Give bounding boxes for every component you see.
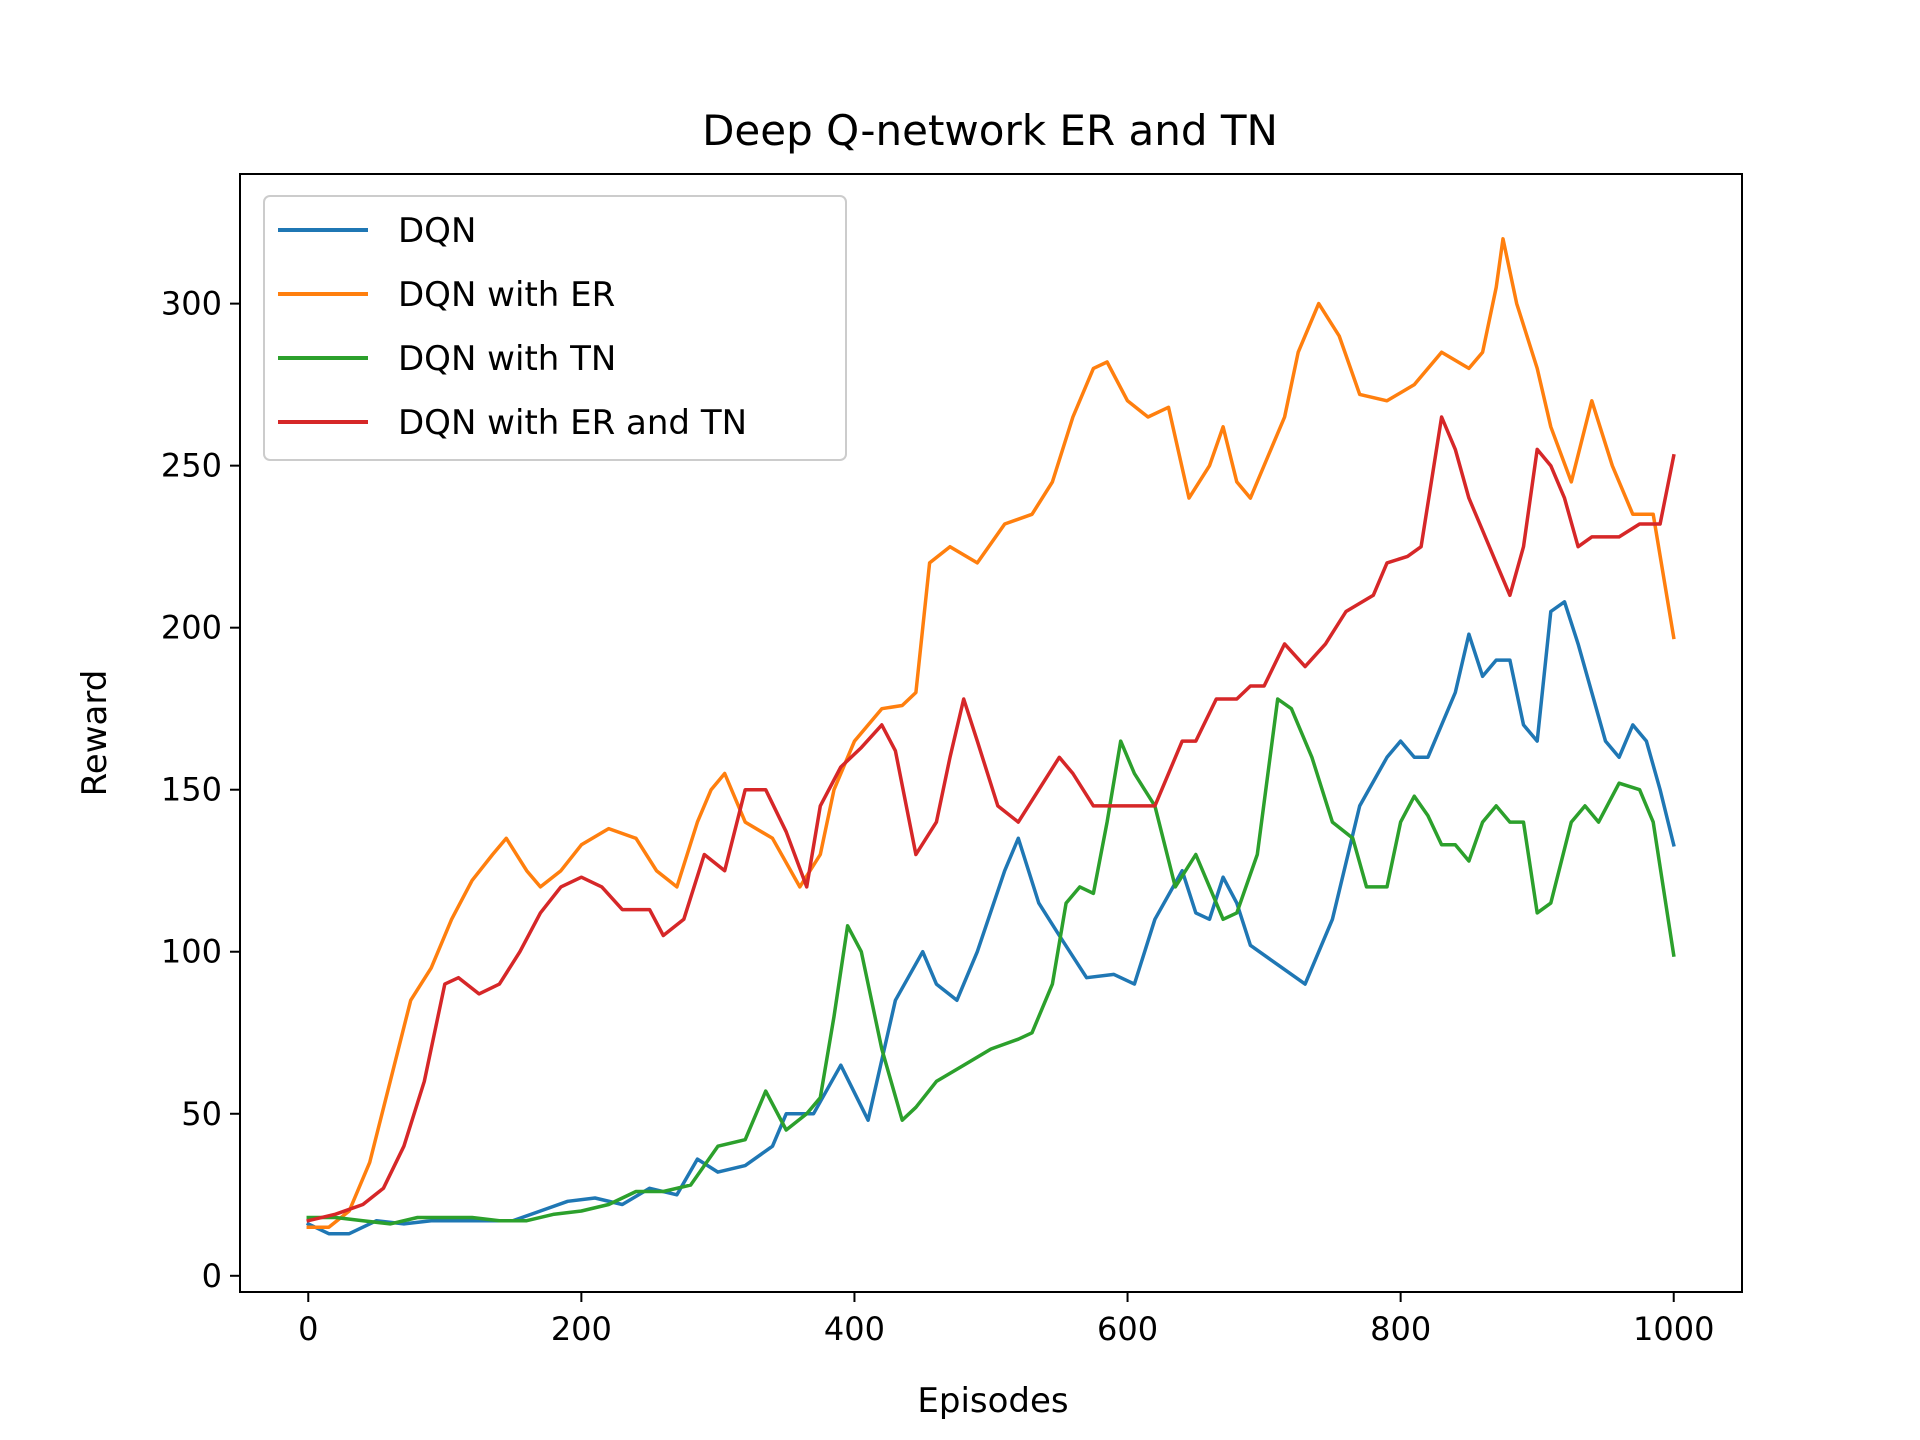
- x-tick-label-3: 600: [1097, 1310, 1158, 1348]
- chart-title: Deep Q-network ER and TN: [702, 106, 1278, 155]
- legend-label-2: DQN with TN: [398, 339, 616, 379]
- y-tick-label-0: 0: [202, 1257, 222, 1295]
- legend: DQN DQN with ER DQN with TN DQN with ER and…: [263, 195, 847, 461]
- series-line-0: [305, 600, 1676, 1236]
- x-axis-label: Episodes: [917, 1381, 1068, 1421]
- x-axis-ticks: 0 200 400 600 800 1000: [298, 1292, 1714, 1348]
- x-tick-label-1: 200: [551, 1310, 612, 1348]
- y-tick-label-4: 200: [161, 609, 222, 647]
- y-tick-label-6: 300: [161, 285, 222, 323]
- x-tick-label-2: 400: [824, 1310, 885, 1348]
- y-axis-ticks: 0 50 100 150 200 250 300: [161, 285, 240, 1295]
- plot-frame: [239, 173, 1743, 1293]
- y-tick-label-2: 100: [161, 933, 222, 971]
- x-tick-label-5: 1000: [1633, 1310, 1714, 1348]
- y-tick-label-3: 150: [161, 771, 222, 809]
- x-tick-label-0: 0: [298, 1310, 318, 1348]
- y-tick-label-5: 250: [161, 447, 222, 485]
- plot-lines: [305, 237, 1676, 1236]
- series-line-1: [306, 237, 1676, 1229]
- legend-label-0: DQN: [398, 211, 476, 251]
- x-tick-label-4: 800: [1370, 1310, 1431, 1348]
- y-axis-label: Reward: [75, 670, 115, 797]
- series-line-3: [306, 415, 1676, 1223]
- legend-label-3: DQN with ER and TN: [398, 403, 747, 443]
- y-tick-label-1: 50: [181, 1095, 222, 1133]
- series-line-2: [306, 697, 1676, 1226]
- legend-box: [263, 195, 847, 461]
- legend-label-1: DQN with ER: [398, 275, 615, 315]
